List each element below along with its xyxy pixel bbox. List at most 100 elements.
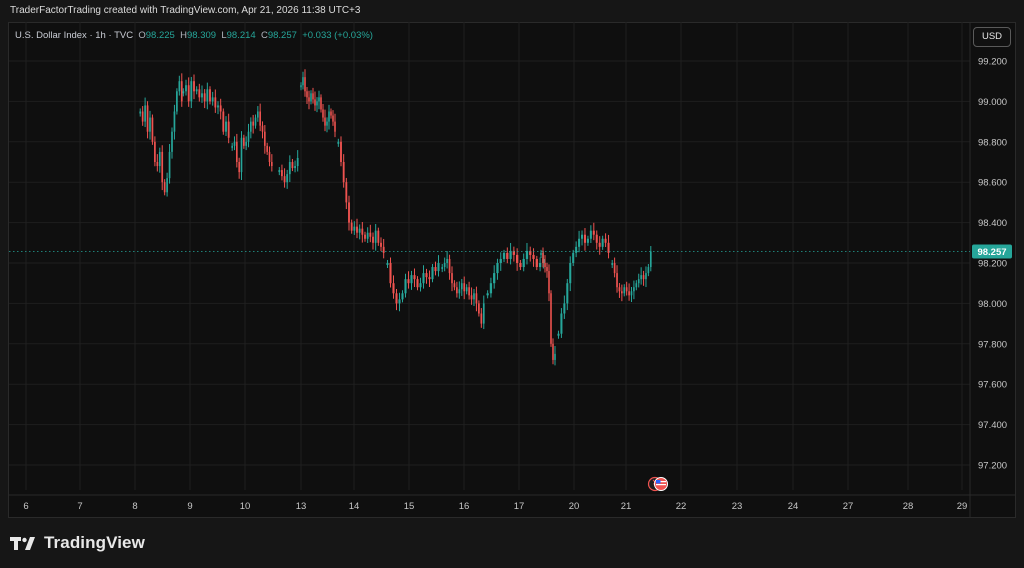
candle-body[interactable] (261, 125, 264, 132)
candle-body[interactable] (372, 236, 374, 243)
candle-body[interactable] (575, 246, 578, 253)
candle-body[interactable] (451, 273, 453, 284)
candle-body[interactable] (468, 287, 470, 296)
candle-body[interactable] (578, 238, 581, 247)
candle-body[interactable] (637, 279, 640, 284)
candle-body[interactable] (386, 263, 389, 266)
candle-body[interactable] (453, 283, 456, 288)
candle-body[interactable] (268, 151, 271, 162)
candle-body[interactable] (633, 287, 635, 292)
candle-body[interactable] (623, 287, 626, 294)
candle-body[interactable] (156, 162, 159, 167)
candle-body[interactable] (544, 263, 546, 268)
candle-body[interactable] (519, 263, 522, 268)
candle-body[interactable] (496, 263, 499, 274)
candle-body[interactable] (294, 166, 296, 169)
tradingview-logo[interactable]: TradingView (10, 532, 145, 554)
candle-body[interactable] (422, 273, 425, 284)
candle-body[interactable] (628, 291, 630, 296)
candle-body[interactable] (607, 242, 610, 253)
candle-body[interactable] (322, 109, 324, 118)
candle-body[interactable] (173, 111, 176, 132)
currency-button[interactable]: USD (973, 27, 1011, 47)
candle-body[interactable] (589, 230, 592, 239)
candle-body[interactable] (509, 250, 512, 259)
candle-body[interactable] (252, 121, 254, 126)
candle-body[interactable] (592, 230, 595, 235)
candle-body[interactable] (463, 283, 466, 292)
candle-body[interactable] (407, 279, 410, 284)
candle-body[interactable] (604, 238, 607, 243)
candle-body[interactable] (206, 89, 209, 102)
candle-body[interactable] (443, 263, 446, 268)
candle-body[interactable] (630, 291, 633, 296)
candle-body[interactable] (395, 293, 398, 304)
candle-body[interactable] (540, 252, 542, 255)
candle-body[interactable] (416, 279, 419, 288)
candle-body[interactable] (185, 85, 187, 92)
candle-body[interactable] (586, 238, 589, 243)
candle-body[interactable] (538, 263, 542, 268)
candle-body[interactable] (193, 81, 195, 92)
symbol-label[interactable]: U.S. Dollar Index · 1h · TVC (15, 30, 134, 41)
candle-body[interactable] (434, 267, 437, 272)
candle-body[interactable] (377, 230, 380, 243)
candle-body[interactable] (250, 121, 252, 132)
candle-body[interactable] (613, 263, 616, 274)
candle-body[interactable] (374, 230, 377, 243)
candle-body[interactable] (231, 145, 233, 148)
candle-body[interactable] (649, 251, 652, 268)
candle-body[interactable] (601, 238, 604, 247)
candle-body[interactable] (158, 151, 161, 167)
candle-body[interactable] (566, 283, 569, 304)
candle-body[interactable] (266, 145, 268, 152)
candle-body[interactable] (306, 91, 308, 98)
candle-body[interactable] (141, 111, 144, 122)
candle-body[interactable] (324, 117, 326, 126)
candle-body[interactable] (470, 295, 473, 300)
candle-body[interactable] (364, 234, 366, 239)
candle-body[interactable] (227, 121, 230, 138)
candle-body[interactable] (225, 121, 227, 132)
candle-body[interactable] (428, 277, 431, 280)
candle-body[interactable] (271, 162, 273, 167)
candle-body[interactable] (361, 228, 364, 235)
candle-body[interactable] (236, 141, 238, 162)
candle-body[interactable] (334, 121, 336, 132)
candle-body[interactable] (557, 333, 560, 336)
candle-body[interactable] (546, 267, 548, 272)
candle-body[interactable] (304, 77, 306, 92)
candle-body[interactable] (182, 91, 185, 94)
candle-body[interactable] (548, 271, 550, 294)
candle-body[interactable] (398, 299, 401, 304)
candle-body[interactable] (621, 291, 623, 294)
candle-body[interactable] (243, 137, 245, 146)
candle-body[interactable] (291, 162, 294, 169)
candle-body[interactable] (425, 273, 428, 278)
candle-body[interactable] (180, 81, 183, 102)
candle-body[interactable] (146, 105, 149, 132)
candle-body[interactable] (353, 226, 356, 231)
candle-body[interactable] (233, 141, 236, 146)
candle-body[interactable] (569, 263, 572, 284)
candle-body[interactable] (209, 89, 211, 102)
candle-body[interactable] (560, 313, 563, 334)
candle-body[interactable] (190, 81, 193, 102)
candle-body[interactable] (302, 77, 304, 86)
candle-body[interactable] (247, 131, 250, 142)
candle-body[interactable] (300, 85, 302, 88)
candle-body[interactable] (515, 254, 519, 263)
candle-body[interactable] (342, 162, 345, 183)
candle-body[interactable] (312, 93, 314, 100)
candle-body[interactable] (448, 258, 451, 274)
candle-body[interactable] (144, 105, 146, 122)
candle-body[interactable] (598, 242, 601, 247)
candle-body[interactable] (308, 97, 310, 102)
candle-body[interactable] (525, 250, 529, 259)
candle-body[interactable] (382, 246, 385, 253)
candle-body[interactable] (332, 115, 334, 122)
candle-body[interactable] (595, 234, 598, 243)
candle-body[interactable] (369, 232, 372, 237)
candle-body[interactable] (512, 250, 516, 255)
